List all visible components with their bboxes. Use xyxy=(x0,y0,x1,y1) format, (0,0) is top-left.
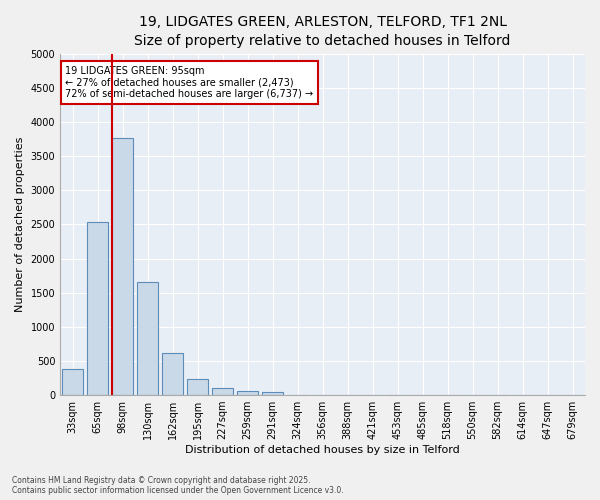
Bar xyxy=(262,392,283,395)
Bar xyxy=(137,282,158,395)
Text: 19 LIDGATES GREEN: 95sqm
← 27% of detached houses are smaller (2,473)
72% of sem: 19 LIDGATES GREEN: 95sqm ← 27% of detach… xyxy=(65,66,314,99)
Text: Contains HM Land Registry data © Crown copyright and database right 2025.
Contai: Contains HM Land Registry data © Crown c… xyxy=(12,476,344,495)
Bar xyxy=(87,222,108,395)
X-axis label: Distribution of detached houses by size in Telford: Distribution of detached houses by size … xyxy=(185,445,460,455)
Bar xyxy=(212,388,233,395)
Bar xyxy=(162,353,183,395)
Title: 19, LIDGATES GREEN, ARLESTON, TELFORD, TF1 2NL
Size of property relative to deta: 19, LIDGATES GREEN, ARLESTON, TELFORD, T… xyxy=(134,15,511,48)
Bar xyxy=(112,138,133,395)
Bar xyxy=(237,392,258,395)
Bar xyxy=(187,380,208,395)
Y-axis label: Number of detached properties: Number of detached properties xyxy=(15,137,25,312)
Bar xyxy=(62,369,83,395)
